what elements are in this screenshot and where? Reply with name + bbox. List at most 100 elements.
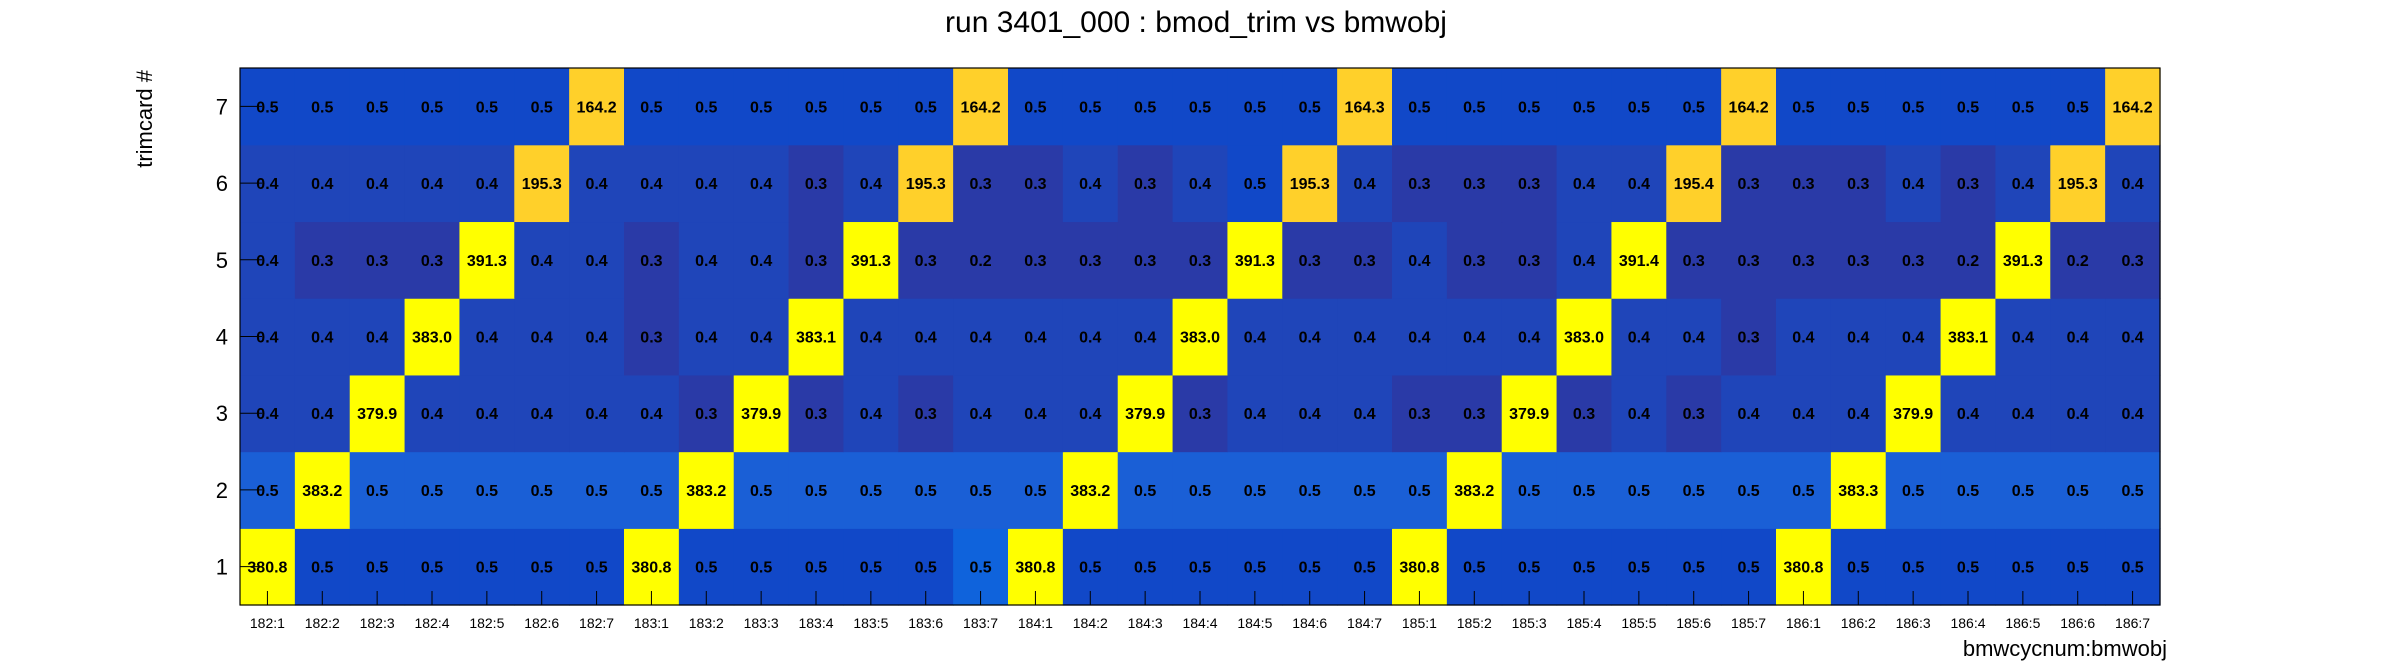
x-tick-label: 184:3	[1128, 615, 1163, 631]
axes	[239, 67, 2161, 606]
cell-value-label: 195.3	[906, 176, 946, 193]
cell-value-label: 0.5	[695, 99, 717, 116]
x-tick-label: 186:5	[2005, 615, 2040, 631]
x-tick-label: 185:1	[1402, 615, 1437, 631]
y-tick-label: 5	[216, 248, 228, 273]
heatmap-cell	[678, 221, 735, 299]
cell-value-label: 195.3	[1290, 176, 1330, 193]
cell-value-label: 0.3	[1079, 253, 1101, 270]
x-tick-label: 186:6	[2060, 615, 2095, 631]
cell-value-label: 0.5	[1683, 560, 1705, 577]
heatmap-cell	[788, 374, 845, 453]
heatmap-cell	[1117, 451, 1174, 529]
heatmap-cell	[1995, 221, 2051, 299]
cell-value-label: 0.4	[1408, 330, 1430, 347]
cell-value-label: 0.3	[640, 330, 662, 347]
x-tick-label: 186:7	[2115, 615, 2150, 631]
heatmap-cell	[1611, 298, 1667, 376]
heatmap-cell	[1885, 451, 1942, 529]
cell-value-label: 0.5	[1683, 99, 1705, 116]
heatmap-cell	[733, 374, 790, 453]
cell-value-label: 0.5	[860, 483, 882, 500]
heatmap-cell	[1008, 68, 1064, 146]
cell-value-label: 164.2	[2113, 99, 2153, 116]
x-tick-label: 182:7	[579, 615, 614, 631]
x-tick-label: 185:2	[1457, 615, 1492, 631]
cell-value-label: 0.4	[640, 406, 662, 423]
heatmap-cell	[2050, 374, 2106, 453]
cell-value-label: 0.5	[1024, 99, 1046, 116]
cell-value-label: 380.8	[1399, 560, 1439, 577]
heatmap-cell	[1392, 68, 1448, 146]
x-tick-label: 185:7	[1731, 615, 1766, 631]
cell-value-label: 0.4	[1189, 176, 1211, 193]
cell-value-label: 0.4	[1353, 176, 1375, 193]
cell-value-label: 0.4	[860, 330, 882, 347]
cell-value-label: 0.5	[640, 99, 662, 116]
x-tick-labels: 182:1 182:2 182:3 182:4 182:5 182:6 182:7 183:1…	[250, 615, 2150, 631]
cell-value-label: 0.5	[1244, 99, 1266, 116]
cell-value-label: 0.5	[1957, 483, 1979, 500]
heatmap-cell	[1501, 298, 1558, 376]
cell-value-label: 0.5	[1792, 99, 1814, 116]
heatmap-cell	[294, 144, 351, 223]
x-tick-label: 184:2	[1073, 615, 1108, 631]
heatmap-cell	[733, 68, 790, 146]
heatmap-cell	[1446, 144, 1503, 223]
cell-value-label: 0.4	[311, 330, 333, 347]
cell-value-label: 0.3	[805, 176, 827, 193]
cell-value-label: 0.4	[366, 176, 388, 193]
x-tick-label: 183:4	[798, 615, 833, 631]
heatmap-cell	[294, 451, 351, 529]
cell-value-label: 391.3	[851, 253, 891, 270]
heatmap-cell	[1227, 298, 1283, 376]
heatmap-cell	[1830, 451, 1887, 529]
cell-value-label: 383.2	[686, 483, 726, 500]
cell-value-label: 0.3	[1463, 253, 1485, 270]
heatmap-cell	[1666, 144, 1722, 223]
heatmap-cell	[459, 451, 515, 529]
cell-value-label: 0.4	[915, 330, 937, 347]
cell-value-label: 0.5	[1244, 483, 1266, 500]
heatmap-cell	[459, 374, 515, 453]
heatmap-cell	[843, 68, 899, 146]
heatmap-cell	[2050, 68, 2106, 146]
heatmap-cell	[514, 68, 570, 146]
cell-value-label: 0.4	[256, 406, 278, 423]
cell-value-label: 0.5	[531, 483, 553, 500]
heatmap-cell	[624, 298, 680, 376]
heatmap-cell	[1008, 374, 1064, 453]
heatmap-cell	[788, 68, 845, 146]
heatmap-cell	[1062, 144, 1119, 223]
heatmap-cell	[2105, 298, 2161, 376]
cell-value-label: 164.3	[1345, 99, 1385, 116]
x-tick-label: 183:3	[744, 615, 779, 631]
heatmap-cell	[1062, 68, 1119, 146]
heatmap-cell	[1995, 298, 2051, 376]
y-tick-labels: 1 2 3 4 5 6 7	[216, 94, 228, 579]
cell-value-label: 0.5	[1134, 560, 1156, 577]
cell-value-label: 0.3	[1134, 176, 1156, 193]
cell-value-label: 0.3	[366, 253, 388, 270]
cell-value-label: 0.3	[1518, 176, 1540, 193]
heatmap-cell	[1830, 221, 1887, 299]
heatmap-cell	[1227, 144, 1283, 223]
heatmap-cell	[1666, 298, 1722, 376]
heatmap-cell	[1227, 221, 1283, 299]
cell-value-label: 0.4	[1683, 330, 1705, 347]
cell-value-label: 0.3	[695, 406, 717, 423]
cell-value-label: 0.3	[969, 176, 991, 193]
cell-value-label: 0.4	[860, 406, 882, 423]
heatmap-cell	[624, 221, 680, 299]
x-tick-label: 182:1	[250, 615, 285, 631]
heatmap-cell	[1721, 298, 1777, 376]
heatmap-cell	[1501, 221, 1558, 299]
heatmap-cell	[1008, 221, 1064, 299]
cell-value-label: 0.4	[2012, 406, 2034, 423]
heatmap-cell	[1172, 68, 1229, 146]
cell-value-label: 0.4	[311, 176, 333, 193]
heatmap-cell	[1721, 374, 1777, 453]
cell-value-label: 0.5	[1079, 99, 1101, 116]
heatmap-cell	[1282, 221, 1338, 299]
cell-value-label: 0.3	[311, 253, 333, 270]
